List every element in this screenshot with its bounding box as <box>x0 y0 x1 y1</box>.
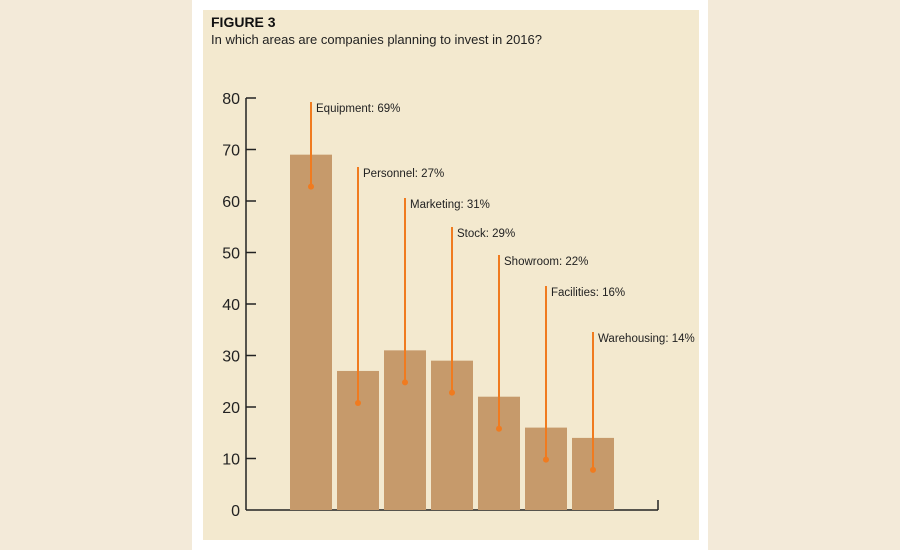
y-tick-label: 10 <box>222 452 240 469</box>
data-label-personnel: Personnel: 27% <box>363 168 444 180</box>
data-label-equipment: Equipment: 69% <box>316 103 400 115</box>
bar-equipment <box>290 154 332 510</box>
y-tick-label: 20 <box>222 400 240 417</box>
y-tick-label: 60 <box>222 194 240 211</box>
leader-dot <box>308 183 314 190</box>
leader-dot <box>402 379 408 386</box>
leader-dot <box>590 466 596 473</box>
data-label-facilities: Facilities: 16% <box>551 287 625 299</box>
data-label-stock: Stock: 29% <box>457 228 515 240</box>
data-label-showroom: Showroom: 22% <box>504 256 588 268</box>
y-tick-label: 0 <box>231 503 240 520</box>
leader-dot <box>449 389 455 396</box>
leader-dot <box>496 425 502 432</box>
y-tick-label: 30 <box>222 349 240 366</box>
y-tick-label: 40 <box>222 297 240 314</box>
chart-title: In which areas are companies planning to… <box>211 32 542 47</box>
leader-dot <box>543 456 549 463</box>
leader-dot <box>355 399 361 406</box>
y-tick-label: 70 <box>222 143 240 160</box>
data-label-warehousing: Warehousing: 14% <box>598 333 695 345</box>
y-tick-label: 80 <box>222 91 240 108</box>
y-tick-label: 50 <box>222 246 240 263</box>
figure-label: FIGURE 3 <box>211 14 276 30</box>
data-label-marketing: Marketing: 31% <box>410 199 490 211</box>
